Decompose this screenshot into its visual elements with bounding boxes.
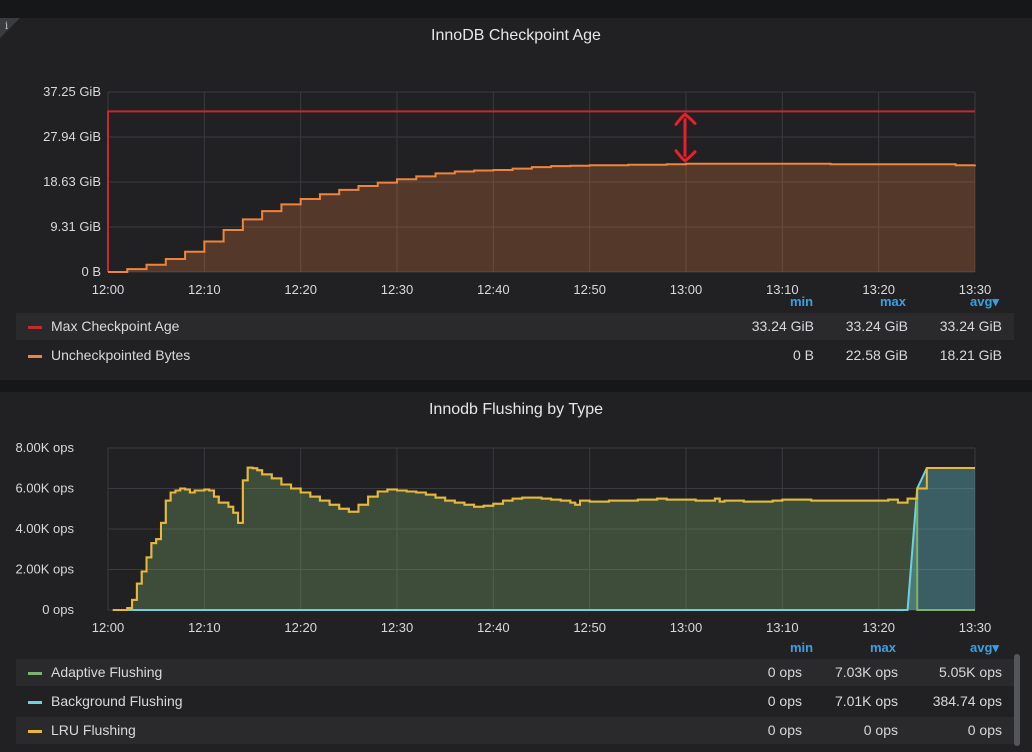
legend-row-max-checkpoint-age[interactable]: Max Checkpoint Age 33.24 GiB 33.24 GiB 3… xyxy=(16,313,1014,340)
checkpoint-age-panel: i InnoDB Checkpoint Age 0 B 9.31 GiB 18.63… xyxy=(0,18,1032,380)
y-tick-label: 37.25 GiB xyxy=(43,84,101,99)
legend-series-name[interactable]: Background Flushing xyxy=(51,693,183,709)
legend-header-avg[interactable]: avg▾ xyxy=(970,294,999,309)
info-icon[interactable]: i xyxy=(5,21,9,32)
legend-value-max: 0 ops xyxy=(863,722,898,738)
x-tick-label: 12:00 xyxy=(92,620,125,635)
legend-header-max[interactable]: max xyxy=(880,294,907,309)
x-tick-label: 13:20 xyxy=(862,620,895,635)
annotation-arrow-head-bottom xyxy=(674,149,697,163)
legend-value-max: 22.58 GiB xyxy=(845,347,908,363)
x-tick-label: 13:00 xyxy=(670,282,703,297)
series-line-max-checkpoint-age xyxy=(107,110,975,272)
y-tick-label: 4.00K ops xyxy=(15,521,74,536)
legend-value-max: 33.24 GiB xyxy=(845,318,908,334)
panel-title[interactable]: InnoDB Checkpoint Age xyxy=(431,27,601,44)
legend-swatch xyxy=(28,326,42,329)
legend-row-lru-flushing[interactable]: LRU Flushing 0 ops 0 ops 0 ops xyxy=(16,717,1014,744)
legend-series-name[interactable]: Adaptive Flushing xyxy=(51,664,163,680)
x-tick-label: 12:30 xyxy=(381,620,414,635)
panel-info-corner[interactable] xyxy=(0,18,20,38)
x-tick-label: 13:00 xyxy=(670,620,703,635)
y-tick-label: 9.31 GiB xyxy=(50,219,101,234)
legend-value-min: 0 ops xyxy=(767,722,802,738)
x-tick-label: 13:20 xyxy=(862,282,895,297)
y-tick-label: 0 B xyxy=(81,264,101,279)
x-tick-label: 12:10 xyxy=(188,620,221,635)
y-tick-label: 27.94 GiB xyxy=(43,129,101,144)
legend-scrollbar[interactable] xyxy=(1014,654,1020,746)
x-tick-label: 12:40 xyxy=(477,620,510,635)
legend-header-min[interactable]: min xyxy=(790,294,814,309)
y-tick-label: 0 ops xyxy=(42,602,74,617)
legend-value-max: 7.03K ops xyxy=(834,664,898,680)
x-tick-label: 13:30 xyxy=(959,620,992,635)
x-tick-label: 13:10 xyxy=(766,620,799,635)
legend-value-avg: 0 ops xyxy=(967,722,1002,738)
y-tick-label: 2.00K ops xyxy=(15,562,74,577)
legend-swatch xyxy=(28,701,42,704)
legend-series-name[interactable]: LRU Flushing xyxy=(51,722,136,738)
x-tick-label: 13:30 xyxy=(959,282,992,297)
legend-series-name[interactable]: Max Checkpoint Age xyxy=(51,318,180,334)
legend-row-adaptive-flushing[interactable]: Adaptive Flushing 0 ops 7.03K ops 5.05K … xyxy=(16,659,1014,686)
legend-header-avg[interactable]: avg▾ xyxy=(970,640,999,655)
legend-header-min[interactable]: min xyxy=(790,640,814,655)
legend-value-min: 0 ops xyxy=(767,693,802,709)
checkpoint-age-chart[interactable]: 0 B 9.31 GiB 18.63 GiB 27.94 GiB 37.25 GiB 12… xyxy=(0,60,1032,320)
legend-swatch xyxy=(28,730,42,733)
legend-swatch xyxy=(28,355,42,358)
series-line-uncheckpointed-bytes xyxy=(108,162,976,273)
x-tick-label: 12:50 xyxy=(573,282,606,297)
legend-value-avg: 18.21 GiB xyxy=(939,347,1002,363)
y-tick-label: 6.00K ops xyxy=(15,481,74,496)
x-tick-label: 12:00 xyxy=(92,282,125,297)
legend-row-background-flushing[interactable]: Background Flushing 0 ops 7.01K ops 384.… xyxy=(16,688,1014,715)
flushing-by-type-panel: Innodb Flushing by Type 0 ops 2.00K ops 4.… xyxy=(0,392,1032,752)
panel-title[interactable]: Innodb Flushing by Type xyxy=(428,401,604,418)
legend-value-avg: 33.24 GiB xyxy=(939,318,1002,334)
x-tick-label: 12:30 xyxy=(381,282,414,297)
x-tick-label: 12:10 xyxy=(188,282,221,297)
y-tick-label: 8.00K ops xyxy=(15,440,74,455)
series-line-lru-flushing xyxy=(112,466,975,611)
series-area-uncheckpointed-bytes xyxy=(108,163,975,272)
legend-value-min: 33.24 GiB xyxy=(751,318,814,334)
legend-value-min: 0 B xyxy=(792,347,814,363)
legend-header-max[interactable]: max xyxy=(870,640,897,655)
legend-value-min: 0 ops xyxy=(767,664,802,680)
x-tick-label: 12:20 xyxy=(284,620,317,635)
x-tick-label: 12:20 xyxy=(284,282,317,297)
flushing-by-type-chart[interactable]: 0 ops 2.00K ops 4.00K ops 6.00K ops 8.00K op… xyxy=(0,432,1032,684)
series-area-adaptive-flushing xyxy=(112,467,976,610)
legend-row-uncheckpointed-bytes[interactable]: Uncheckpointed Bytes 0 B 22.58 GiB 18.21… xyxy=(16,342,1014,369)
legend-value-avg: 384.74 ops xyxy=(932,693,1002,709)
x-tick-label: 12:50 xyxy=(573,620,606,635)
legend-series-name[interactable]: Uncheckpointed Bytes xyxy=(51,347,191,363)
y-tick-label: 18.63 GiB xyxy=(43,174,101,189)
x-tick-label: 13:10 xyxy=(766,282,799,297)
legend-value-max: 7.01K ops xyxy=(834,693,898,709)
legend-value-avg: 5.05K ops xyxy=(938,664,1002,680)
x-tick-label: 12:40 xyxy=(477,282,510,297)
annotation-arrow-head-top xyxy=(674,112,697,126)
legend-swatch xyxy=(28,672,42,675)
